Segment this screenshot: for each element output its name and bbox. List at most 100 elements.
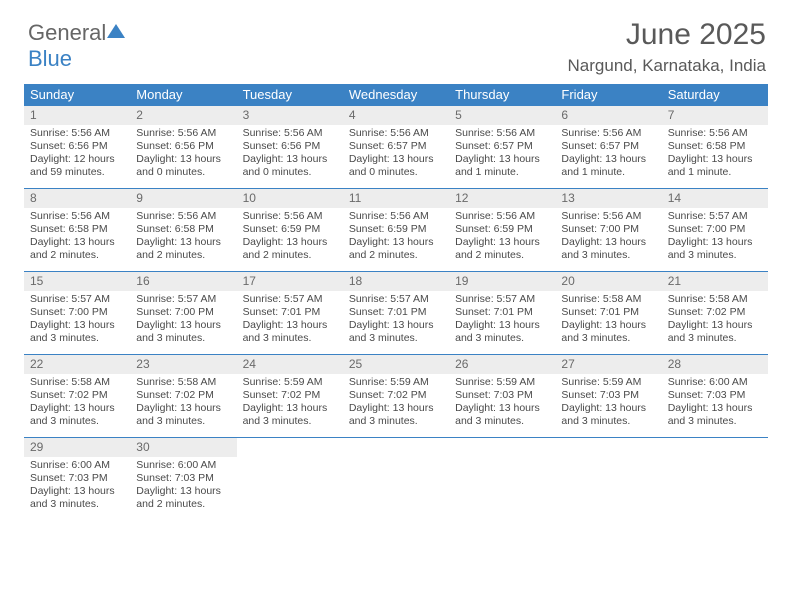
sunrise-text: Sunrise: 5:59 AM [243,376,339,389]
sunrise-text: Sunrise: 5:56 AM [561,127,657,140]
page-title: June 2025 [626,18,766,52]
day-number: 3 [237,106,343,125]
day-body: Sunrise: 5:56 AMSunset: 6:59 PMDaylight:… [449,208,555,267]
sunset-text: Sunset: 7:03 PM [561,389,657,402]
sunrise-text: Sunrise: 5:57 AM [349,293,445,306]
sunset-text: Sunset: 6:57 PM [455,140,551,153]
day-body: Sunrise: 5:59 AMSunset: 7:03 PMDaylight:… [555,374,661,433]
day-number: 19 [449,272,555,291]
weekday-header: Saturday [662,84,768,106]
calendar-day [237,438,343,520]
calendar-day: 18Sunrise: 5:57 AMSunset: 7:01 PMDayligh… [343,272,449,354]
sunset-text: Sunset: 7:00 PM [30,306,126,319]
day-body: Sunrise: 5:56 AMSunset: 7:00 PMDaylight:… [555,208,661,267]
sunset-text: Sunset: 7:01 PM [349,306,445,319]
daylight-text: Daylight: 13 hours and 3 minutes. [136,402,232,428]
day-body: Sunrise: 5:57 AMSunset: 7:01 PMDaylight:… [343,291,449,350]
calendar-day: 29Sunrise: 6:00 AMSunset: 7:03 PMDayligh… [24,438,130,520]
day-body: Sunrise: 5:58 AMSunset: 7:02 PMDaylight:… [130,374,236,433]
sunrise-text: Sunrise: 5:57 AM [668,210,764,223]
day-number: 8 [24,189,130,208]
daylight-text: Daylight: 13 hours and 3 minutes. [561,236,657,262]
sunrise-text: Sunrise: 5:57 AM [455,293,551,306]
day-body: Sunrise: 5:56 AMSunset: 6:57 PMDaylight:… [449,125,555,184]
day-number: 23 [130,355,236,374]
calendar-week: 29Sunrise: 6:00 AMSunset: 7:03 PMDayligh… [24,437,768,520]
calendar-day [555,438,661,520]
daylight-text: Daylight: 13 hours and 3 minutes. [455,319,551,345]
day-number: 28 [662,355,768,374]
day-body: Sunrise: 5:59 AMSunset: 7:03 PMDaylight:… [449,374,555,433]
day-number: 5 [449,106,555,125]
day-body: Sunrise: 5:56 AMSunset: 6:58 PMDaylight:… [130,208,236,267]
day-body: Sunrise: 5:56 AMSunset: 6:56 PMDaylight:… [237,125,343,184]
sunset-text: Sunset: 6:59 PM [243,223,339,236]
calendar-day: 22Sunrise: 5:58 AMSunset: 7:02 PMDayligh… [24,355,130,437]
sunset-text: Sunset: 6:59 PM [349,223,445,236]
daylight-text: Daylight: 13 hours and 1 minute. [561,153,657,179]
calendar-day: 15Sunrise: 5:57 AMSunset: 7:00 PMDayligh… [24,272,130,354]
logo-triangle-icon [107,24,125,38]
daylight-text: Daylight: 13 hours and 3 minutes. [455,402,551,428]
sunrise-text: Sunrise: 5:56 AM [561,210,657,223]
calendar: Sunday Monday Tuesday Wednesday Thursday… [24,84,768,520]
calendar-day: 14Sunrise: 5:57 AMSunset: 7:00 PMDayligh… [662,189,768,271]
sunset-text: Sunset: 6:58 PM [30,223,126,236]
sunrise-text: Sunrise: 5:56 AM [136,210,232,223]
sunset-text: Sunset: 6:56 PM [136,140,232,153]
sunset-text: Sunset: 7:02 PM [30,389,126,402]
sunrise-text: Sunrise: 5:56 AM [668,127,764,140]
daylight-text: Daylight: 13 hours and 3 minutes. [561,402,657,428]
sunrise-text: Sunrise: 5:56 AM [455,127,551,140]
day-number: 14 [662,189,768,208]
calendar-week: 22Sunrise: 5:58 AMSunset: 7:02 PMDayligh… [24,354,768,437]
weekday-header: Friday [555,84,661,106]
day-body: Sunrise: 5:56 AMSunset: 6:59 PMDaylight:… [343,208,449,267]
day-number: 4 [343,106,449,125]
calendar-day: 11Sunrise: 5:56 AMSunset: 6:59 PMDayligh… [343,189,449,271]
sunset-text: Sunset: 6:58 PM [136,223,232,236]
daylight-text: Daylight: 12 hours and 59 minutes. [30,153,126,179]
day-number: 16 [130,272,236,291]
calendar-day: 4Sunrise: 5:56 AMSunset: 6:57 PMDaylight… [343,106,449,188]
sunset-text: Sunset: 6:58 PM [668,140,764,153]
sunrise-text: Sunrise: 6:00 AM [668,376,764,389]
day-number: 9 [130,189,236,208]
sunset-text: Sunset: 7:01 PM [561,306,657,319]
calendar-day: 13Sunrise: 5:56 AMSunset: 7:00 PMDayligh… [555,189,661,271]
daylight-text: Daylight: 13 hours and 2 minutes. [243,236,339,262]
day-number: 7 [662,106,768,125]
sunrise-text: Sunrise: 5:58 AM [136,376,232,389]
calendar-week: 8Sunrise: 5:56 AMSunset: 6:58 PMDaylight… [24,188,768,271]
sunrise-text: Sunrise: 5:56 AM [30,210,126,223]
day-number: 18 [343,272,449,291]
calendar-day [343,438,449,520]
sunrise-text: Sunrise: 5:59 AM [455,376,551,389]
sunrise-text: Sunrise: 5:56 AM [349,127,445,140]
calendar-day: 30Sunrise: 6:00 AMSunset: 7:03 PMDayligh… [130,438,236,520]
sunrise-text: Sunrise: 5:57 AM [243,293,339,306]
day-body: Sunrise: 5:59 AMSunset: 7:02 PMDaylight:… [343,374,449,433]
sunrise-text: Sunrise: 5:56 AM [30,127,126,140]
calendar-day: 12Sunrise: 5:56 AMSunset: 6:59 PMDayligh… [449,189,555,271]
day-body: Sunrise: 5:58 AMSunset: 7:02 PMDaylight:… [662,291,768,350]
day-body: Sunrise: 5:56 AMSunset: 6:59 PMDaylight:… [237,208,343,267]
sunset-text: Sunset: 7:03 PM [668,389,764,402]
sunrise-text: Sunrise: 5:56 AM [455,210,551,223]
daylight-text: Daylight: 13 hours and 2 minutes. [455,236,551,262]
day-body: Sunrise: 6:00 AMSunset: 7:03 PMDaylight:… [24,457,130,516]
day-body: Sunrise: 5:56 AMSunset: 6:57 PMDaylight:… [343,125,449,184]
daylight-text: Daylight: 13 hours and 1 minute. [668,153,764,179]
day-number: 2 [130,106,236,125]
sunrise-text: Sunrise: 5:56 AM [243,210,339,223]
daylight-text: Daylight: 13 hours and 3 minutes. [136,319,232,345]
daylight-text: Daylight: 13 hours and 3 minutes. [30,402,126,428]
day-body: Sunrise: 5:56 AMSunset: 6:58 PMDaylight:… [662,125,768,184]
day-number: 12 [449,189,555,208]
sunrise-text: Sunrise: 5:56 AM [349,210,445,223]
daylight-text: Daylight: 13 hours and 3 minutes. [668,319,764,345]
day-number: 29 [24,438,130,457]
daylight-text: Daylight: 13 hours and 3 minutes. [668,402,764,428]
calendar-day: 25Sunrise: 5:59 AMSunset: 7:02 PMDayligh… [343,355,449,437]
daylight-text: Daylight: 13 hours and 3 minutes. [243,402,339,428]
